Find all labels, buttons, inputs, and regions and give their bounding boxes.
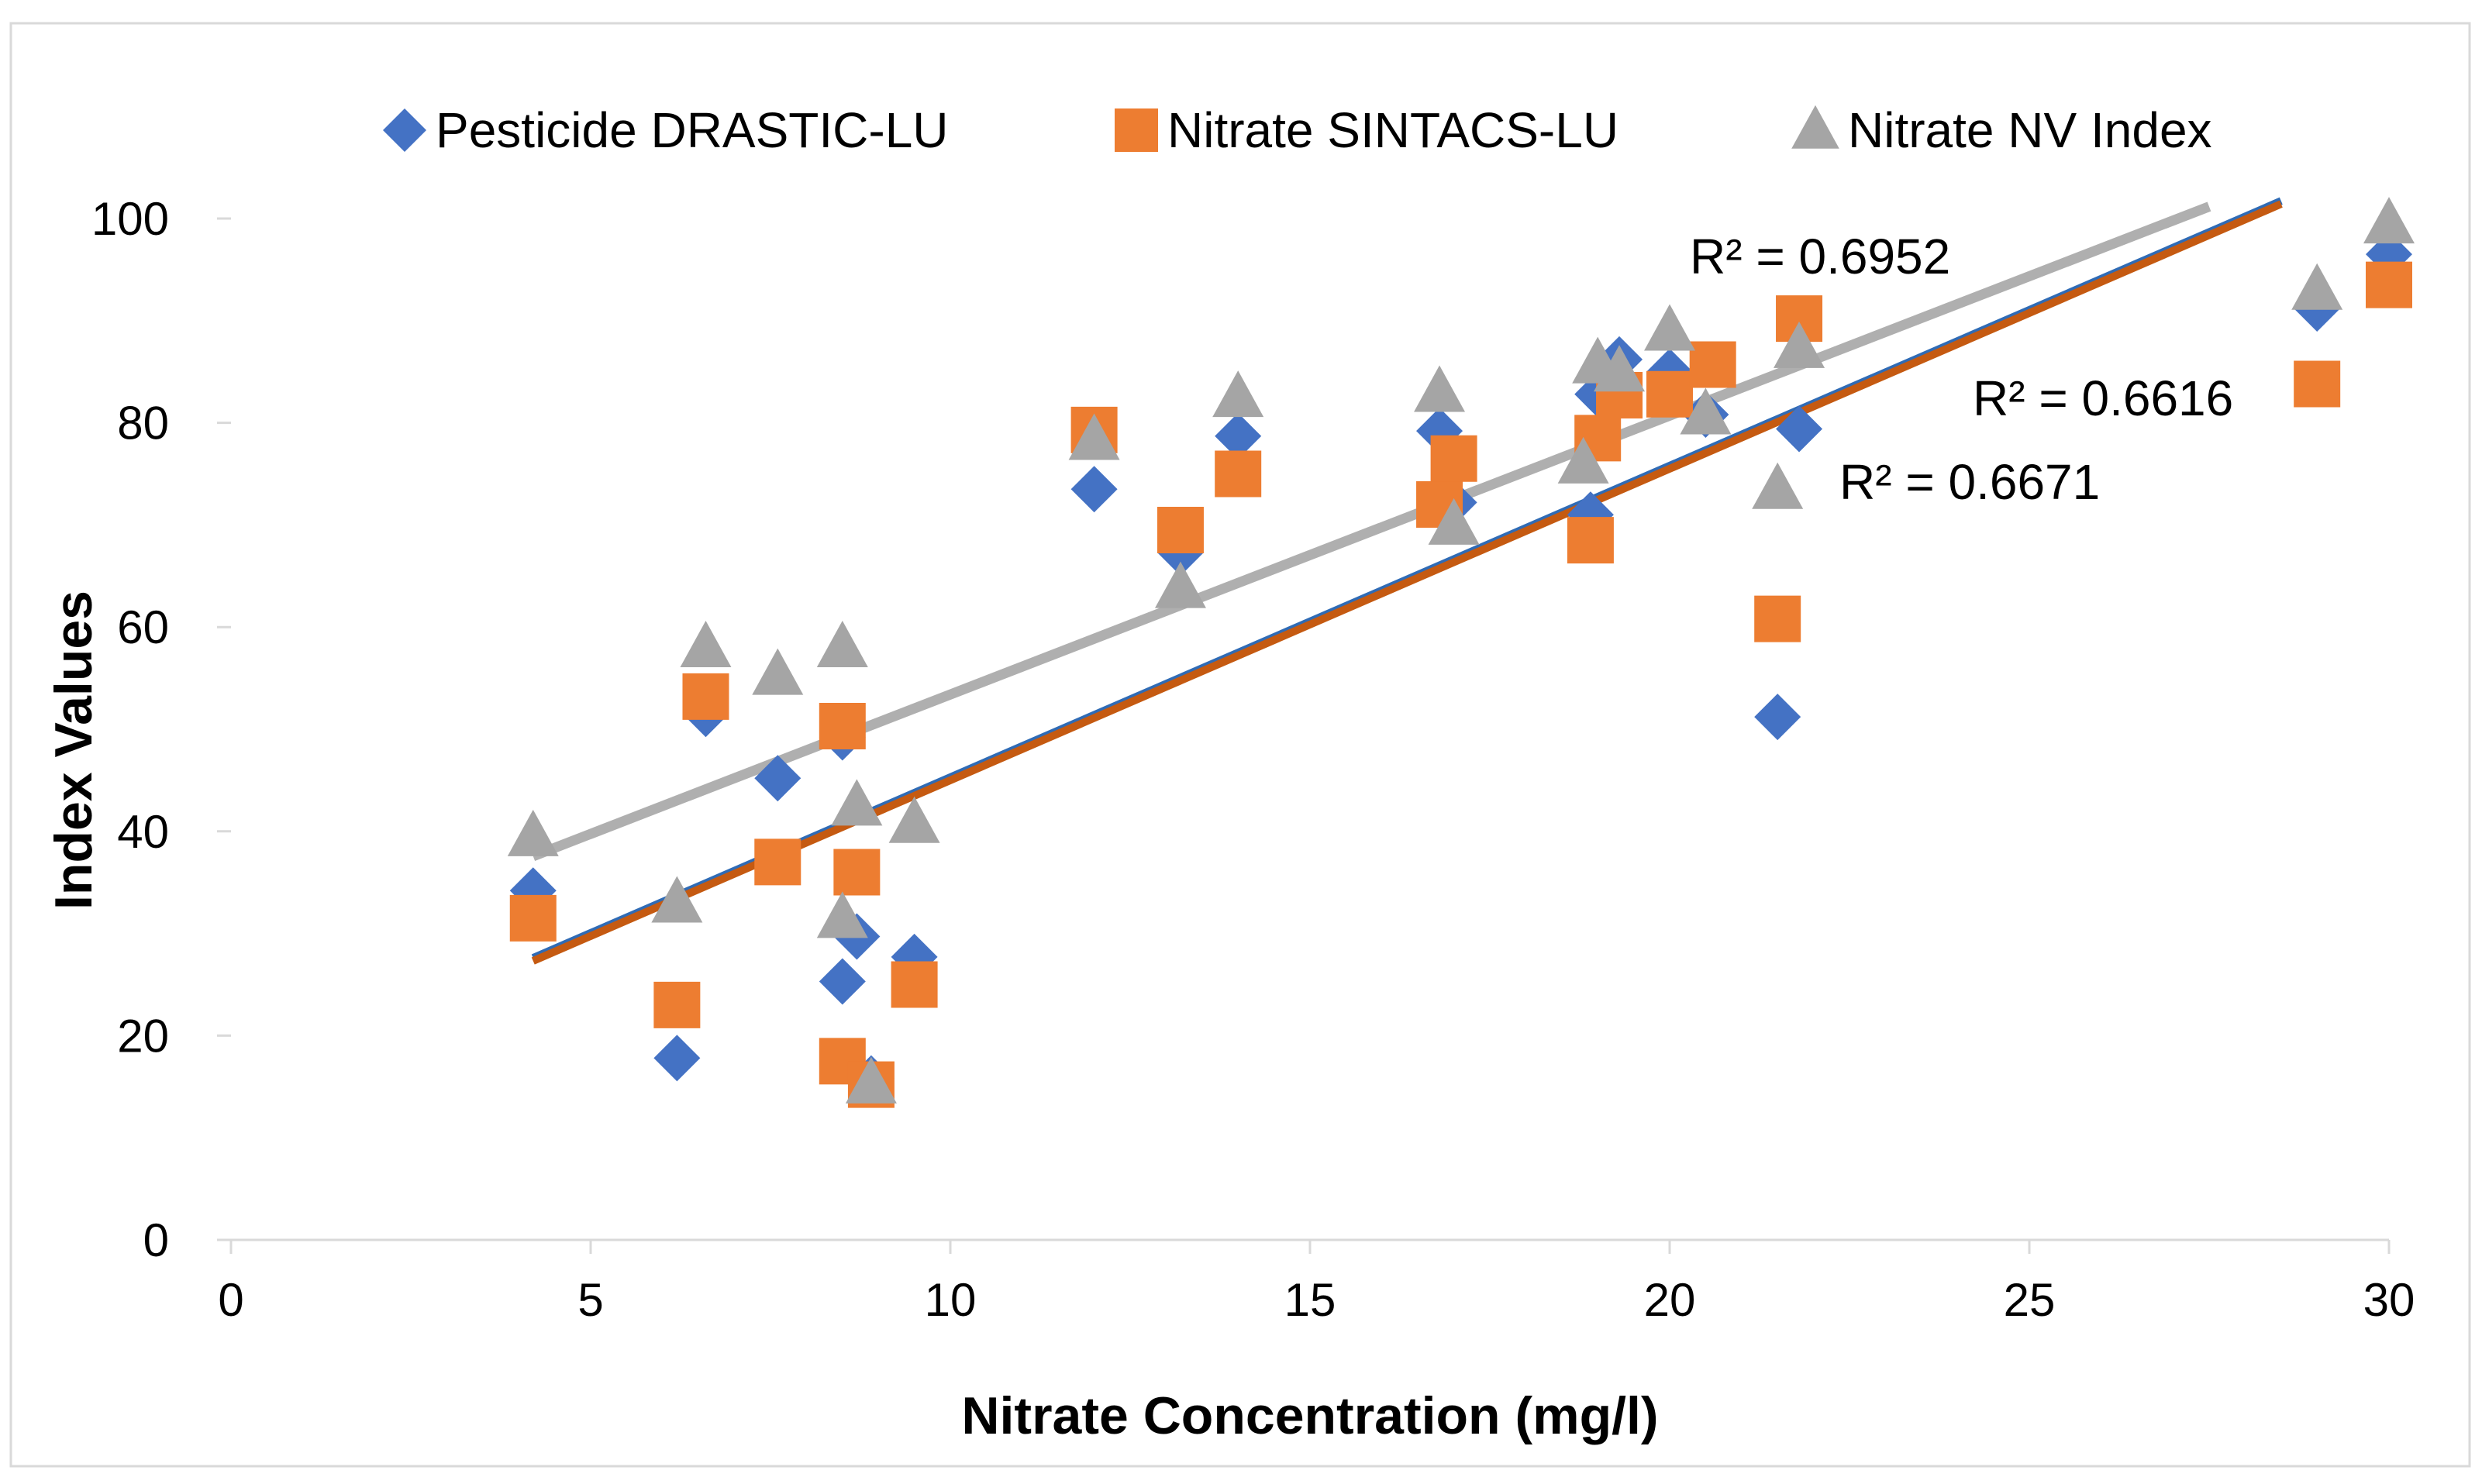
r2-label-nv-index: R² = 0.6952 bbox=[1690, 229, 1950, 284]
r2-label-sintacs: R² = 0.6616 bbox=[1973, 370, 2233, 426]
data-point-sintacs bbox=[682, 673, 729, 720]
data-point-sintacs bbox=[2294, 360, 2341, 408]
data-point-sintacs bbox=[509, 894, 557, 942]
y-tick-labels: 0 20 40 60 80 100 bbox=[91, 193, 231, 1266]
data-point-sintacs bbox=[1776, 295, 1823, 343]
data-point-sintacs bbox=[1215, 450, 1262, 498]
data-point-sintacs bbox=[1754, 595, 1801, 642]
data-point-nv-index bbox=[816, 621, 868, 668]
data-point-nv-index bbox=[831, 779, 883, 826]
data-point-sintacs bbox=[1430, 435, 1477, 482]
data-points bbox=[507, 197, 2415, 1108]
data-point-nv-index bbox=[1428, 498, 1480, 545]
data-point-sintacs bbox=[833, 849, 881, 896]
legend-label-nv-index: Nitrate NV Index bbox=[1848, 102, 2212, 158]
r2-label-drastic: R² = 0.6671 bbox=[1839, 454, 2100, 510]
data-point-drastic bbox=[653, 1035, 701, 1082]
data-point-sintacs bbox=[1157, 506, 1204, 553]
data-point-drastic bbox=[1215, 412, 1262, 460]
data-point-drastic bbox=[754, 755, 801, 802]
legend-item-drastic: Pesticide DRASTIC-LU bbox=[383, 102, 949, 158]
y-tick-label: 60 bbox=[117, 601, 169, 653]
data-point-drastic bbox=[1776, 405, 1823, 453]
data-point-nv-index bbox=[845, 1056, 897, 1104]
data-point-sintacs bbox=[653, 981, 701, 1028]
data-point-nv-index bbox=[1680, 387, 1732, 435]
data-point-sintacs bbox=[819, 703, 866, 750]
data-point-sintacs bbox=[754, 838, 801, 886]
data-point-nv-index bbox=[507, 809, 559, 856]
legend-item-nv-index: Nitrate NV Index bbox=[1791, 102, 2212, 158]
data-point-nv-index bbox=[1414, 365, 1466, 412]
data-point-nv-index bbox=[2291, 263, 2343, 310]
data-point-drastic bbox=[819, 958, 866, 1005]
data-point-nv-index bbox=[1594, 345, 1646, 392]
data-point-nv-index bbox=[1752, 462, 1804, 509]
data-point-nv-index bbox=[1774, 321, 1825, 368]
trendline-nv-index bbox=[531, 201, 2211, 861]
data-point-nv-index bbox=[680, 621, 732, 668]
y-axis-title: Index Values bbox=[44, 591, 103, 910]
y-tick-label: 20 bbox=[117, 1010, 169, 1062]
data-point-nv-index bbox=[1068, 413, 1120, 460]
data-point-nv-index bbox=[1557, 436, 1609, 484]
data-point-nv-index bbox=[1644, 304, 1695, 351]
legend-marker-triangle bbox=[1791, 105, 1839, 149]
chart-border bbox=[9, 22, 2471, 1468]
x-tick-label: 0 bbox=[218, 1274, 243, 1326]
data-point-drastic bbox=[1754, 694, 1801, 741]
data-point-sintacs bbox=[1689, 341, 1736, 388]
y-tick-label: 0 bbox=[143, 1214, 169, 1266]
x-tick-labels: 0 5 10 15 20 25 30 bbox=[218, 1240, 2415, 1326]
legend-marker-square bbox=[1115, 108, 1158, 152]
data-point-nv-index bbox=[651, 876, 703, 923]
legend-marker-diamond bbox=[383, 108, 426, 152]
legend-label-sintacs: Nitrate SINTACS-LU bbox=[1167, 102, 1618, 158]
trendline-sintacs bbox=[531, 200, 2283, 965]
data-point-nv-index bbox=[888, 796, 940, 843]
data-point-nv-index bbox=[816, 891, 868, 938]
y-tick-label: 100 bbox=[91, 193, 169, 245]
data-point-sintacs bbox=[891, 961, 938, 1008]
legend-label-drastic: Pesticide DRASTIC-LU bbox=[436, 102, 949, 158]
x-tick-label: 25 bbox=[2004, 1274, 2056, 1326]
data-point-sintacs bbox=[2366, 261, 2412, 308]
y-tick-label: 80 bbox=[117, 398, 169, 449]
data-point-sintacs bbox=[1567, 517, 1614, 564]
x-tick-label: 30 bbox=[2363, 1274, 2415, 1326]
trendlines bbox=[531, 197, 2283, 965]
legend-item-sintacs: Nitrate SINTACS-LU bbox=[1115, 102, 1618, 158]
x-tick-label: 15 bbox=[1284, 1274, 1336, 1326]
legend: Pesticide DRASTIC-LU Nitrate SINTACS-LU … bbox=[383, 102, 2212, 158]
x-axis-title: Nitrate Concentration (mg/l) bbox=[961, 1386, 1658, 1445]
x-tick-label: 20 bbox=[1644, 1274, 1696, 1326]
x-tick-label: 5 bbox=[577, 1274, 603, 1326]
data-point-drastic bbox=[1070, 466, 1118, 513]
x-tick-label: 10 bbox=[925, 1274, 977, 1326]
data-point-sintacs bbox=[1646, 370, 1693, 418]
data-point-nv-index bbox=[1154, 561, 1206, 608]
y-tick-label: 40 bbox=[117, 806, 169, 858]
data-point-nv-index bbox=[2363, 197, 2415, 244]
data-point-nv-index bbox=[752, 648, 804, 695]
data-point-nv-index bbox=[1212, 370, 1264, 418]
